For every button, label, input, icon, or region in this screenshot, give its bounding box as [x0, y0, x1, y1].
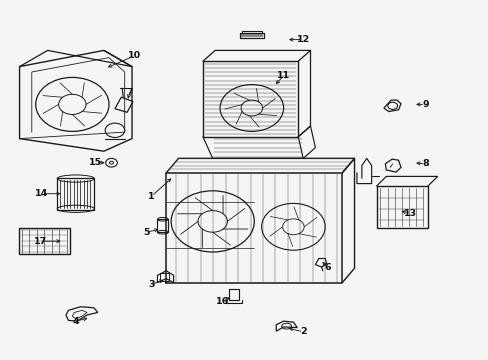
Bar [19, 228, 70, 254]
Text: 4: 4 [72, 317, 79, 325]
Text: 11: 11 [276, 71, 290, 80]
Text: 6: 6 [324, 263, 330, 271]
Bar [228, 289, 238, 300]
Bar [160, 273, 169, 281]
Text: 16: 16 [215, 297, 229, 306]
Bar [376, 186, 427, 228]
Text: 8: 8 [421, 159, 428, 168]
Text: 17: 17 [33, 237, 47, 246]
Text: 10: 10 [128, 51, 141, 60]
Text: 5: 5 [143, 228, 150, 237]
Text: 9: 9 [421, 100, 428, 109]
Text: 15: 15 [89, 158, 102, 167]
Text: 2: 2 [299, 328, 306, 336]
Text: 7: 7 [126, 88, 133, 97]
Text: 14: 14 [35, 189, 48, 198]
Text: 3: 3 [148, 280, 155, 289]
Polygon shape [240, 33, 263, 37]
Bar [157, 219, 168, 232]
Text: 13: 13 [404, 209, 416, 217]
Text: 12: 12 [296, 35, 309, 44]
Text: 1: 1 [148, 192, 155, 201]
Bar [57, 178, 94, 210]
